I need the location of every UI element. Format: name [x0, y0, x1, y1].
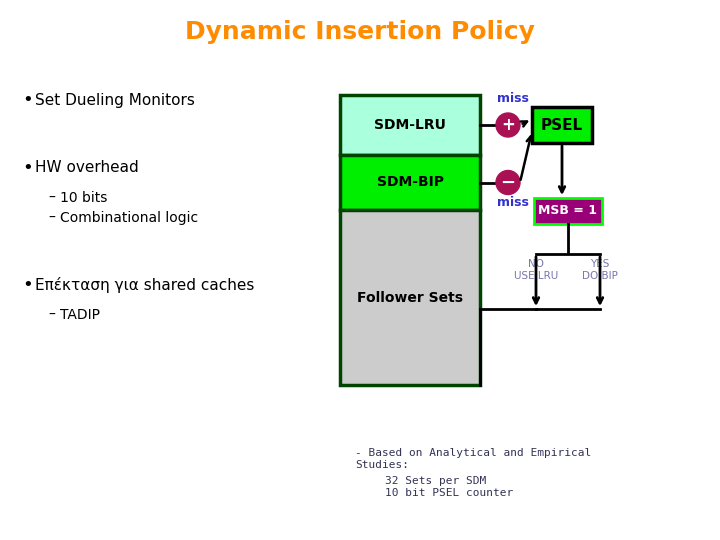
Text: Set Dueling Monitors: Set Dueling Monitors — [35, 92, 195, 107]
Text: miss: miss — [497, 92, 529, 105]
Bar — [340, 210, 480, 385]
Text: Επέκταση για shared caches: Επέκταση για shared caches — [35, 277, 254, 293]
Text: •: • — [22, 276, 32, 294]
Text: NO
USE LRU: NO USE LRU — [514, 259, 558, 281]
Text: •: • — [22, 91, 32, 109]
Text: Dynamic Insertion Policy: Dynamic Insertion Policy — [185, 20, 535, 44]
Bar — [534, 198, 602, 224]
Text: –: – — [48, 191, 55, 205]
Text: SDM-BIP: SDM-BIP — [377, 176, 444, 190]
Text: –: – — [48, 308, 55, 322]
Text: TADIP: TADIP — [60, 308, 100, 322]
Text: - Based on Analytical and Empirical
Studies:: - Based on Analytical and Empirical Stud… — [355, 448, 591, 470]
Text: SDM-LRU: SDM-LRU — [374, 118, 446, 132]
Text: MSB = 1: MSB = 1 — [539, 205, 598, 218]
Text: miss: miss — [497, 197, 529, 210]
Text: 32 Sets per SDM
10 bit PSEL counter: 32 Sets per SDM 10 bit PSEL counter — [385, 476, 513, 497]
Bar — [340, 95, 480, 155]
Circle shape — [496, 113, 520, 137]
Text: −: − — [500, 173, 516, 192]
Text: Follower Sets: Follower Sets — [357, 291, 463, 305]
Circle shape — [496, 171, 520, 194]
Bar — [340, 155, 480, 210]
Text: HW overhead: HW overhead — [35, 160, 139, 176]
Text: YES
DO BIP: YES DO BIP — [582, 259, 618, 281]
Text: Combinational logic: Combinational logic — [60, 211, 198, 225]
Text: +: + — [501, 116, 515, 134]
Text: 10 bits: 10 bits — [60, 191, 107, 205]
Bar — [532, 107, 592, 143]
Text: •: • — [22, 159, 32, 177]
Text: –: – — [48, 211, 55, 225]
Text: PSEL: PSEL — [541, 118, 583, 132]
